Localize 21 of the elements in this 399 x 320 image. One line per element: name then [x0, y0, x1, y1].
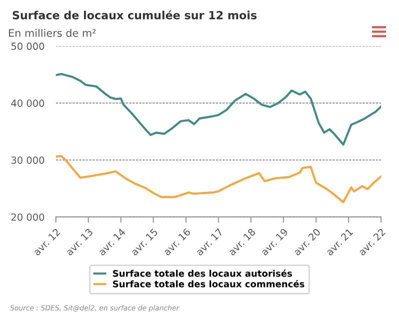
x-tick-label: avr. 19	[260, 228, 288, 256]
x-tick-label: avr. 16	[162, 228, 191, 256]
line-series	[56, 72, 382, 146]
x-tick-label: avr. 15	[130, 228, 158, 256]
x-tick-label: avr. 20	[292, 228, 321, 256]
chart-title: Surface de locaux cumulée sur 12 mois	[12, 10, 257, 20]
line-series	[56, 154, 382, 204]
legend-label: Surface totale des locaux autorisés	[113, 269, 292, 277]
x-tick-label: avr. 14	[98, 228, 126, 256]
x-tick-label: avr. 18	[228, 228, 256, 256]
y-tick-label: 30 000	[11, 156, 44, 164]
x-tick-label: avr. 13	[65, 228, 94, 256]
x-tick-label: avr. 12	[32, 228, 60, 256]
y-tick-label: 40 000	[11, 100, 44, 107]
x-tick-label: avr. 21	[325, 228, 354, 256]
x-tick-label: avr. 17	[195, 228, 224, 256]
x-tick-label: avr. 22	[358, 228, 386, 256]
y-tick-label: 20 000	[11, 213, 44, 221]
y-axis-title: En milliers de m²	[9, 28, 96, 37]
y-tick-label: 50 000	[11, 42, 44, 50]
legend-label: Surface totale des locaux commencés	[113, 280, 304, 288]
